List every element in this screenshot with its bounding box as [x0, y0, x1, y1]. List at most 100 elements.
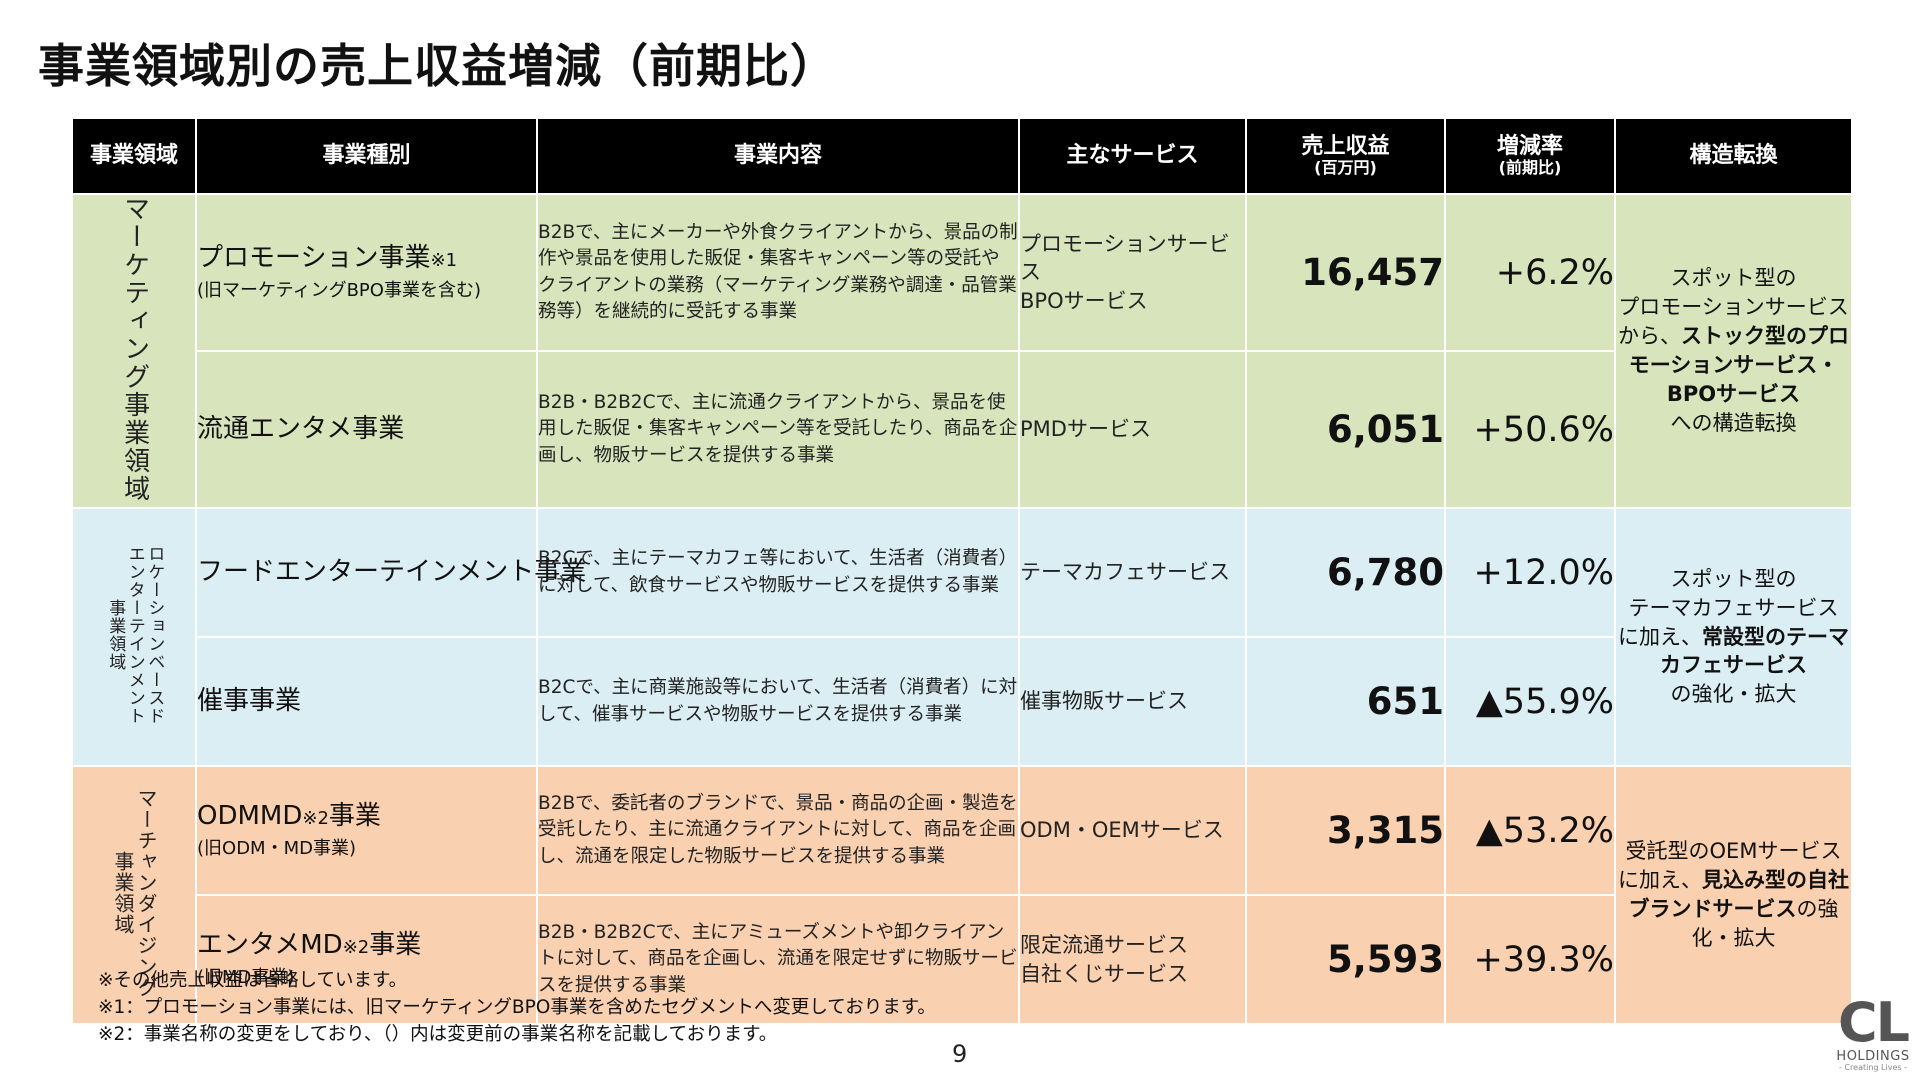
logo-mark: CL — [1837, 991, 1910, 1054]
type-suffix: 事業 — [369, 929, 422, 960]
services-cell: ODM・OEMサービス — [1018, 765, 1247, 896]
logo-name: HOLDINGS — [1836, 1049, 1910, 1064]
logo-tagline: - Creating Lives - — [1839, 1063, 1907, 1073]
content-cell: B2Cで、主に商業施設等において、生活者（消費者）に対して、催事サービスや物販サ… — [536, 636, 1020, 767]
type-note: ※2 — [342, 936, 370, 958]
table-row: マーチャンダイジング 事業領域 ODMMD※2事業 (旧ODM・MD事業) B2B… — [71, 765, 1853, 1025]
transform-text: の強化・拡大 — [1670, 682, 1797, 707]
domain-marketing: マーケティング事業領域 — [71, 193, 197, 509]
domain-line: 事業領域 — [105, 599, 126, 671]
domain-line: 事業領域 — [111, 851, 135, 935]
type-name: エンタメMD※2事業 — [197, 930, 536, 961]
type-suffix: 事業 — [328, 800, 381, 831]
domain-line: エンターテインメント — [124, 545, 145, 725]
table-header-row: 事業領域 事業種別 事業内容 主なサービス 売上収益 (百万円) 増減率 (前期比)… — [71, 117, 1853, 195]
type-name-text: エンタメMD — [197, 929, 343, 960]
type-note: ※1 — [430, 249, 458, 271]
change-value: ▲55.9% — [1444, 636, 1616, 767]
page-number: 9 — [952, 1040, 968, 1068]
domain-md: マーチャンダイジング 事業領域 — [71, 765, 197, 1025]
transform-text: スポット型の — [1670, 266, 1797, 291]
header-content: 事業内容 — [536, 117, 1020, 195]
service-item: 自社くじサービス — [1020, 961, 1188, 986]
header-services: 主なサービス — [1018, 117, 1247, 195]
change-value: +6.2% — [1444, 193, 1616, 352]
services-cell: PMDサービス — [1018, 350, 1247, 509]
transform-lbe: スポット型の テーマカフェサービス に加え、常設型のテーマカフェサービス の強化… — [1614, 507, 1853, 767]
type-name-text: プロモーション事業 — [197, 242, 431, 273]
table-row: ロケーションベースド エンターテインメント 事業領域 フードエンターテインメント事業… — [71, 507, 1853, 767]
service-item: プロモーションサービス — [1020, 231, 1230, 285]
type-cell: プロモーション事業※1 (旧マーケティングBPO事業を含む) — [195, 193, 538, 352]
transform-bold: 見込み型の自社ブランドサービス — [1628, 868, 1850, 921]
header-change-label: 増減率 — [1496, 134, 1563, 160]
transform-text: テーマカフェサービス — [1628, 595, 1839, 620]
content-cell: B2B・B2B2Cで、主に流通クライアントから、景品を使用した販促・集客キャンペ… — [536, 350, 1020, 509]
header-domain: 事業領域 — [71, 117, 197, 195]
domain-lbe: ロケーションベースド エンターテインメント 事業領域 — [71, 507, 197, 767]
footnote: ※その他売上収益は省略しています。 — [98, 970, 408, 991]
transform-text: プロモーションサービスから、 — [1618, 295, 1849, 349]
footnote: ※1：プロモーション事業には、旧マーケティングBPO事業を含めたセグメントへ変更… — [98, 996, 936, 1018]
domain-line: ロケーションベースド — [144, 545, 165, 725]
type-cell: エンタメMD※2事業 (旧MD事業) — [195, 894, 538, 1025]
revenue-value: 16,457 — [1245, 193, 1446, 352]
revenue-value: 5,593 — [1245, 894, 1446, 1025]
change-value: +50.6% — [1444, 350, 1616, 509]
segment-table: 事業領域 事業種別 事業内容 主なサービス 売上収益 (百万円) 増減率 (前期比)… — [71, 117, 1853, 1025]
type-name: ODMMD※2事業 — [197, 801, 536, 832]
type-name: プロモーション事業※1 — [197, 243, 536, 274]
type-name-text: ODMMD — [197, 800, 303, 831]
type-note: ※2 — [302, 807, 329, 829]
type-cell: 流通エンタメ事業 — [195, 350, 538, 509]
type-name: 催事事業 — [197, 685, 302, 716]
type-old-name: (旧ODM・MD事業) — [197, 838, 356, 860]
company-logo: CL HOLDINGS - Creating Lives - — [1826, 996, 1920, 1073]
revenue-value: 6,780 — [1245, 507, 1446, 638]
header-revenue: 売上収益 (百万円) — [1245, 117, 1446, 195]
header-revenue-label: 売上収益 — [1301, 134, 1390, 160]
header-transform: 構造転換 — [1614, 117, 1853, 195]
content-cell: B2Bで、委託者のブランドで、景品・商品の企画・製造を受託したり、主に流通クライ… — [536, 765, 1020, 896]
table-row: マーケティング事業領域 プロモーション事業※1 (旧マーケティングBPO事業を含… — [71, 193, 1853, 509]
transform-text: スポット型の — [1670, 566, 1797, 591]
table-row: エンタメMD※2事業 (旧MD事業) B2B・B2B2Cで、主にアミューズメント… — [72, 894, 1852, 1025]
transform-text: 受託型のOEMサービスに加え、 — [1618, 839, 1842, 893]
services-cell: プロモーションサービス BPOサービス — [1018, 193, 1247, 352]
header-type: 事業種別 — [195, 117, 538, 195]
service-item: テーマカフェサービス — [1020, 560, 1230, 585]
footnotes: ※その他売上収益は省略しています。 ※1：プロモーション事業には、旧マーケティン… — [98, 968, 936, 1048]
domain-marketing-label: マーケティング事業領域 — [119, 195, 150, 503]
type-old-name: (旧マーケティングBPO事業を含む) — [197, 280, 481, 302]
table-row: 催事事業 B2Cで、主に商業施設等において、生活者（消費者）に対して、催事サービ… — [72, 636, 1852, 767]
footnote: ※2：事業名称の変更をしており、（）内は変更前の事業名称を記載しております。 — [98, 1023, 778, 1045]
content-cell: B2B・B2B2Cで、主にアミューズメントや卸クライアントに対して、商品を企画し… — [536, 894, 1020, 1025]
change-value: +12.0% — [1444, 507, 1616, 638]
service-item: ODM・OEMサービス — [1020, 818, 1224, 843]
service-item: 催事物販サービス — [1020, 689, 1188, 714]
services-cell: 限定流通サービス 自社くじサービス — [1018, 894, 1247, 1025]
type-old-name: (旧MD事業) — [197, 967, 295, 989]
change-value: ▲53.2% — [1444, 765, 1616, 896]
page-title: 事業領域別の売上収益増減（前期比） — [38, 39, 837, 93]
transform-bold: ストック型のプロモーションサービス・BPOサービス — [1628, 324, 1849, 406]
revenue-value: 651 — [1245, 636, 1446, 767]
header-revenue-unit: (百万円) — [1314, 158, 1377, 178]
services-cell: 催事物販サービス — [1018, 636, 1247, 767]
content-cell: B2Bで、主にメーカーや外食クライアントから、景品の制作や景品を使用した販促・集… — [536, 193, 1020, 352]
type-cell: フードエンターテインメント事業 — [195, 507, 587, 638]
service-item: PMDサービス — [1020, 417, 1151, 442]
transform-bold: 常設型のテーマカフェサービス — [1660, 624, 1849, 678]
revenue-value: 3,315 — [1245, 765, 1446, 896]
transform-text: への構造転換 — [1670, 410, 1797, 435]
type-cell: ODMMD※2事業 (旧ODM・MD事業) — [195, 765, 538, 896]
service-item: BPOサービス — [1020, 288, 1148, 313]
services-cell: テーマカフェサービス — [1018, 507, 1247, 638]
transform-text: に加え、 — [1618, 624, 1702, 649]
transform-md: 受託型のOEMサービスに加え、見込み型の自社ブランドサービスの強化・拡大 — [1614, 765, 1853, 1025]
type-name: フードエンターテインメント事業 — [197, 556, 587, 587]
domain-line: マーチャンダイジング — [134, 788, 158, 998]
transform-marketing: スポット型の プロモーションサービスから、ストック型のプロモーションサービス・B… — [1614, 193, 1853, 509]
domain-lbe-label: ロケーションベースド エンターテインメント 事業領域 — [105, 545, 164, 725]
type-cell: 催事事業 — [195, 636, 538, 767]
